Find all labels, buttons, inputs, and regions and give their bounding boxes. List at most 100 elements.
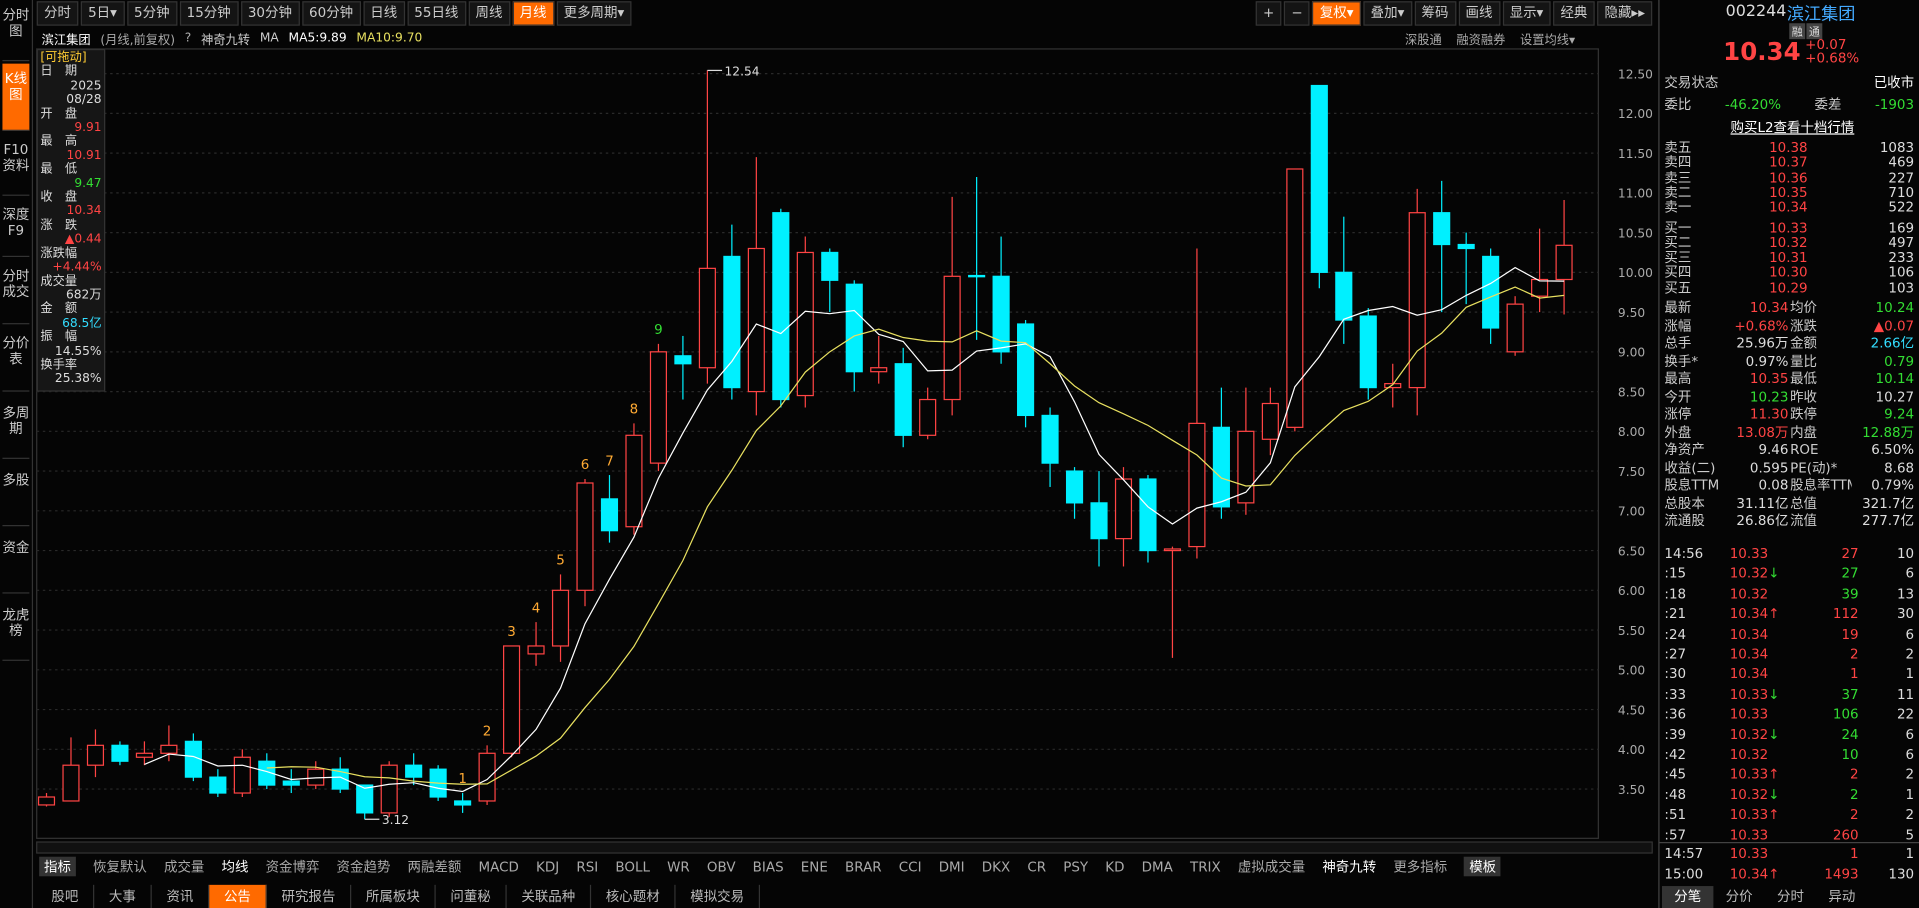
indicator-tab[interactable]: 两融差额: [407, 859, 462, 876]
indicator-tab[interactable]: BIAS: [752, 858, 784, 875]
indicator-tab[interactable]: 模板: [1464, 856, 1502, 877]
panel-tab[interactable]: 分笔: [1661, 886, 1714, 908]
indicator-tab[interactable]: DKX: [981, 858, 1011, 875]
tool-button[interactable]: 筹码: [1414, 1, 1456, 26]
period-button[interactable]: 更多周期▾: [556, 1, 632, 26]
book-price: 10.38: [1769, 139, 1808, 156]
period-button[interactable]: 5分钟: [126, 1, 177, 26]
tool-button[interactable]: 画线: [1458, 1, 1500, 26]
indicator-tab[interactable]: BOLL: [615, 858, 650, 875]
tick-count: 10: [1896, 545, 1915, 562]
bottom-tab[interactable]: 所属板块: [351, 884, 436, 908]
bottom-tab[interactable]: 大事: [94, 884, 152, 908]
side-tab[interactable]: 多股: [2, 465, 30, 527]
side-tab[interactable]: 龙虎榜: [2, 600, 30, 661]
bottom-tab[interactable]: 股吧: [37, 884, 95, 908]
data-value: 9.91: [74, 121, 102, 135]
indicator-tab[interactable]: 资金博弈: [265, 859, 320, 876]
bottom-tab[interactable]: 公告: [209, 884, 267, 908]
bottom-tab[interactable]: 模拟交易: [676, 884, 761, 908]
bottom-tab[interactable]: 研究报告: [267, 884, 352, 908]
indicator-tab[interactable]: ENE: [800, 858, 828, 875]
tick-price: 10.33: [1729, 706, 1769, 723]
bottom-tab[interactable]: 问董秘: [436, 884, 507, 908]
nine-turn-count: 5: [556, 554, 565, 569]
side-tab[interactable]: 多周期: [2, 398, 30, 459]
panel-tab[interactable]: 分时: [1777, 888, 1804, 905]
info-links: 深股通 融资融券 设置均线▾: [1405, 28, 1590, 48]
data-window: [可拖动] 日 期 2025 08/28 开 盘 9.91 最 高 10.91 最 低 9.47 收…: [36, 48, 106, 392]
indicator-tab[interactable]: 资金趋势: [336, 859, 391, 876]
tool-button[interactable]: 显示▾: [1502, 1, 1551, 26]
indicator-tab[interactable]: 虚拟成交量: [1237, 859, 1306, 876]
stat-label: 流通股: [1664, 512, 1705, 529]
indicator-tab[interactable]: 指标: [39, 856, 76, 877]
indicator-tab[interactable]: WR: [667, 858, 690, 875]
period-button[interactable]: 周线: [468, 1, 510, 26]
candle-body: [478, 752, 496, 802]
side-tab[interactable]: F10资料: [2, 135, 30, 196]
data-label: 收 盘: [40, 190, 78, 205]
info-link[interactable]: 设置均线▾: [1520, 33, 1576, 48]
tick-arrow: ↑: [1768, 806, 1780, 823]
candle-body: [821, 251, 839, 281]
indicator-tab[interactable]: KD: [1105, 858, 1125, 875]
panel-tab[interactable]: 异动: [1828, 888, 1856, 905]
tool-button[interactable]: 复权▾: [1312, 1, 1361, 26]
tick-price-cell: 10.32: [1730, 586, 1791, 603]
side-tab[interactable]: 分时图: [2, 0, 30, 62]
nine-turn-count: 6: [581, 458, 590, 473]
period-button[interactable]: 15分钟: [179, 1, 239, 26]
candle-body: [307, 768, 325, 786]
data-value: +4.44%: [52, 260, 102, 275]
info-link[interactable]: 融资融券: [1456, 33, 1506, 48]
indicator-tab[interactable]: 神奇九转: [1322, 859, 1377, 876]
stat-value: 26.86亿: [1736, 512, 1789, 529]
indicator-tab[interactable]: DMA: [1141, 858, 1173, 875]
indicator-tab[interactable]: KDJ: [536, 858, 560, 875]
indicator-tab[interactable]: CCI: [898, 858, 922, 875]
indicator-tab[interactable]: CR: [1027, 858, 1047, 875]
side-tab[interactable]: 资金: [2, 532, 30, 594]
indicator-tab[interactable]: BRAR: [845, 858, 882, 875]
period-button[interactable]: 分时: [36, 1, 79, 26]
tool-button[interactable]: −: [1284, 1, 1311, 26]
side-tab[interactable]: 分时成交: [2, 261, 30, 325]
period-button[interactable]: 30分钟: [240, 1, 300, 26]
candle-body: [870, 367, 888, 373]
indicator-tab[interactable]: PSY: [1063, 858, 1089, 875]
indicator-tab[interactable]: RSI: [576, 858, 599, 875]
book-label: 买一: [1664, 219, 1692, 236]
period-button[interactable]: 日线: [362, 1, 405, 26]
info-link[interactable]: 深股通: [1404, 33, 1442, 48]
indicator-tab[interactable]: 更多指标: [1393, 859, 1448, 876]
indicator-tab[interactable]: 恢复默认: [93, 859, 147, 876]
indicator-tab[interactable]: 均线: [221, 859, 249, 876]
indicator-tab[interactable]: MACD: [478, 858, 519, 875]
l2-link[interactable]: 购买L2查看十档行情: [1730, 119, 1855, 136]
side-tab[interactable]: 深度F9: [2, 199, 30, 258]
tool-button[interactable]: 叠加▾: [1363, 1, 1412, 26]
tool-button[interactable]: 隐藏▸▸: [1597, 1, 1653, 26]
tool-button[interactable]: +: [1255, 1, 1282, 26]
panel-tab[interactable]: 分价: [1725, 888, 1753, 905]
tick-arrow: ↑: [1768, 766, 1780, 783]
indicator-tab[interactable]: 成交量: [163, 859, 205, 876]
bottom-tab[interactable]: 核心题材: [591, 884, 676, 908]
period-button[interactable]: 55日线: [406, 1, 466, 26]
tick-row: :42 10.32 10 6: [1664, 747, 1914, 764]
indicator-tab[interactable]: TRIX: [1189, 858, 1221, 875]
bottom-tab[interactable]: 关联品种: [507, 884, 592, 908]
indicator-tab[interactable]: OBV: [706, 858, 736, 875]
side-tab[interactable]: K线图: [2, 63, 30, 131]
tool-button[interactable]: 经典: [1553, 1, 1595, 26]
bottom-tab[interactable]: 资讯: [152, 884, 210, 908]
period-button[interactable]: 60分钟: [301, 1, 361, 26]
period-button[interactable]: 5日▾: [80, 1, 125, 26]
indicator-tab[interactable]: DMI: [938, 858, 965, 875]
side-tab[interactable]: 分价表: [2, 328, 30, 392]
tick-volume: 19: [1841, 626, 1859, 643]
candle-body: [551, 589, 570, 647]
period-button[interactable]: 月线: [512, 1, 554, 26]
